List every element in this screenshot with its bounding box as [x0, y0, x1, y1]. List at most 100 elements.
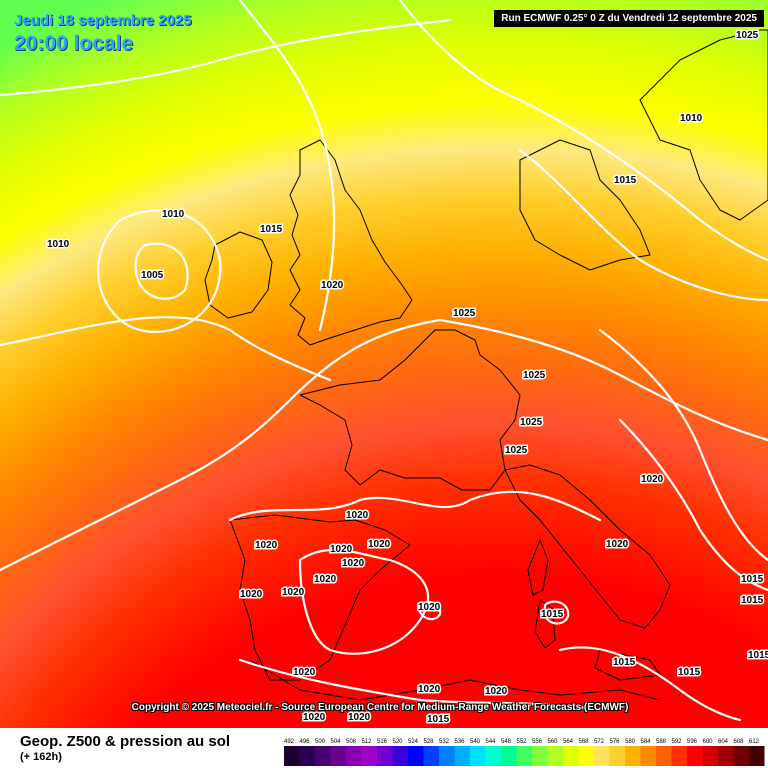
legend-swatch	[578, 746, 594, 766]
legend-tick-label: 568	[579, 739, 590, 745]
model-run-info: Run ECMWF 0.25° 0 Z du Vendredi 12 septe…	[494, 10, 764, 27]
legend-tick-label: 564	[563, 739, 574, 745]
legend-swatch	[609, 746, 625, 766]
isobar-label: 1015	[748, 650, 768, 661]
legend-tick-label: 536	[455, 739, 466, 745]
isobar-label: 1020	[303, 712, 326, 723]
isobar-label: 1020	[606, 539, 629, 550]
isobar-label: 1015	[678, 667, 701, 678]
legend-swatch	[532, 746, 548, 766]
lead-time: (+ 162h)	[20, 751, 62, 763]
legend-swatch	[749, 746, 765, 766]
legend-swatch	[718, 746, 734, 766]
legend-tick-label: 516	[377, 739, 388, 745]
legend-tick-label: 556	[532, 739, 543, 745]
legend-tick-label: 576	[610, 739, 621, 745]
legend-tick-label: 528	[424, 739, 435, 745]
legend-tick-label: 572	[594, 739, 605, 745]
legend-tick-label: 552	[517, 739, 528, 745]
isobar-label: 1010	[680, 113, 703, 124]
legend-tick-label: 504	[331, 739, 342, 745]
parameter-title: Geop. Z500 & pression au sol	[20, 733, 231, 750]
isobar-label: 1025	[453, 308, 476, 319]
isobar-label: 1025	[736, 30, 759, 41]
legend-tick-label: 612	[749, 739, 760, 745]
isobar-label: 1015	[427, 714, 450, 725]
isobar-label: 1015	[613, 657, 636, 668]
legend-tick-label: 500	[315, 739, 326, 745]
legend-swatch	[625, 746, 641, 766]
isobar-label: 1015	[614, 175, 637, 186]
legend-swatch	[671, 746, 687, 766]
copyright-notice: Copyright © 2025 Meteociel.fr - Source E…	[131, 702, 629, 713]
legend-tick-label: 496	[300, 739, 311, 745]
legend-swatch	[516, 746, 532, 766]
isobar-label: 1005	[141, 270, 164, 281]
legend-tick-label: 540	[470, 739, 481, 745]
isobar-label: 1020	[418, 602, 441, 613]
legend-tick-label: 508	[346, 739, 357, 745]
isobar-label: 1020	[342, 558, 365, 569]
isobar-label: 1010	[47, 239, 70, 250]
isobar-label: 1020	[418, 684, 441, 695]
legend-swatch	[547, 746, 563, 766]
isobar-label: 1015	[741, 595, 764, 606]
coastlines	[204, 29, 768, 701]
valid-date: Jeudi 18 septembre 2025	[14, 12, 192, 29]
legend-swatch	[392, 746, 408, 766]
color-scale: 492 496 500 504 508 512 516 520 524 528 532 536 540 5…	[284, 739, 765, 766]
isobar-label: 1020	[255, 540, 278, 551]
local-time: 20:00 locale	[14, 32, 134, 55]
legend-swatch	[315, 746, 331, 766]
legend-tick-label: 548	[501, 739, 512, 745]
legend-bar: Geop. Z500 & pression au sol (+ 162h) 49…	[0, 728, 768, 768]
legend-tick-label: 592	[672, 739, 683, 745]
isobar-label: 1015	[260, 224, 283, 235]
isobar-label: 1020	[641, 474, 664, 485]
legend-tick-label: 596	[687, 739, 698, 745]
legend-tick-label: 560	[548, 739, 559, 745]
legend-swatch	[439, 746, 455, 766]
legend-swatch	[299, 746, 315, 766]
legend-swatch	[377, 746, 393, 766]
legend-tick-label: 608	[734, 739, 745, 745]
isobar-label: 1015	[541, 609, 564, 620]
legend-swatch	[454, 746, 470, 766]
legend-swatch	[408, 746, 424, 766]
isobar-label: 1020	[348, 712, 371, 723]
legend-swatch	[284, 746, 300, 766]
legend-tick-label: 520	[393, 739, 404, 745]
legend-swatch	[485, 746, 501, 766]
isobar-label: 1015	[741, 574, 764, 585]
legend-tick-label: 532	[439, 739, 450, 745]
legend-swatch	[361, 746, 377, 766]
legend-swatch	[501, 746, 517, 766]
legend-tick-label: 544	[486, 739, 497, 745]
isobar-labels: 1025 1010 1015 1010 1010 1005 1015 1020 …	[46, 29, 768, 727]
legend-swatch	[733, 746, 749, 766]
legend-swatch	[470, 746, 486, 766]
legend-tick-label: 600	[703, 739, 714, 745]
isobar-label: 1020	[330, 544, 353, 555]
isobar-label: 1020	[321, 280, 344, 291]
legend-tick-label: 580	[625, 739, 636, 745]
legend-tick-label: 512	[362, 739, 373, 745]
legend-swatch	[640, 746, 656, 766]
legend-tick-label: 524	[408, 739, 419, 745]
isobar-label: 1020	[314, 574, 337, 585]
isobar-label: 1020	[293, 667, 316, 678]
isobar-label: 1025	[505, 445, 528, 456]
isobar-label: 1025	[520, 417, 543, 428]
isobar-label: 1025	[523, 370, 546, 381]
isobar-label: 1020	[240, 589, 263, 600]
legend-swatch	[656, 746, 672, 766]
geopotential-map: 1025 1010 1015 1010 1010 1005 1015 1020 …	[0, 0, 768, 728]
legend-swatch	[346, 746, 362, 766]
legend-swatch	[330, 746, 346, 766]
isobar-label: 1020	[485, 686, 508, 697]
isobar-label: 1010	[162, 209, 185, 220]
legend-swatch	[423, 746, 439, 766]
legend-swatch	[563, 746, 579, 766]
legend-swatch	[594, 746, 610, 766]
